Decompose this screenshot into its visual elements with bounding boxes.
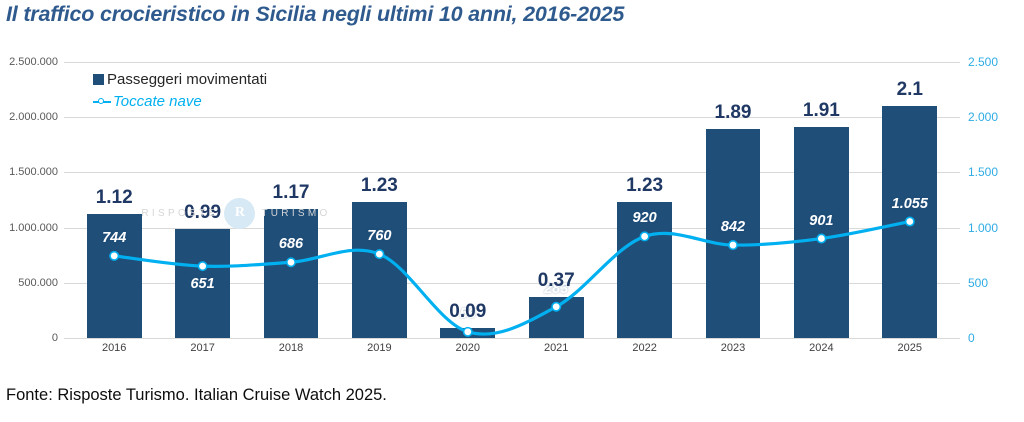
bar-label-2018: 1.17 — [272, 181, 310, 203]
line-marker-2016[interactable] — [109, 250, 120, 261]
x-axis-label-2025: 2025 — [897, 342, 923, 354]
x-axis-label-2023: 2023 — [720, 342, 746, 354]
x-axis-label-2018: 2018 — [278, 342, 304, 354]
bar-2017[interactable] — [175, 228, 230, 338]
bar-label-2021: 0.37 — [537, 270, 575, 292]
line-label-2019: 760 — [367, 228, 392, 245]
bar-label-2020: 0.09 — [449, 301, 487, 323]
x-axis-label-2021: 2021 — [543, 342, 569, 354]
line-path — [112, 219, 912, 336]
left-axis-label: 1.000.000 — [9, 221, 58, 234]
right-axis-label: 0 — [968, 331, 975, 345]
line-label-2020: 56 — [459, 305, 476, 322]
line-label-2023: 842 — [720, 219, 746, 236]
legend-item-toccate[interactable]: Toccate nave — [93, 90, 267, 112]
x-axis-label-2020: 2020 — [455, 342, 481, 354]
line-marker-2021[interactable] — [551, 301, 562, 312]
legend-bar-swatch-icon — [93, 73, 104, 85]
x-axis-label-2022: 2022 — [632, 342, 657, 354]
gridline — [70, 338, 954, 339]
left-axis-label: 2.500.000 — [9, 56, 58, 68]
bar-label-2024: 1.91 — [802, 100, 840, 122]
line-series — [109, 216, 915, 337]
left-axis-label: 500.000 — [18, 276, 58, 289]
bar-label-2025: 2.1 — [896, 79, 924, 101]
x-axis-label-2017: 2017 — [190, 342, 215, 354]
right-axis-label: 500 — [968, 275, 989, 290]
page-title: Il traffico crocieristico in Sicilia neg… — [6, 2, 625, 26]
gridline — [70, 62, 954, 63]
bar-2024[interactable] — [793, 127, 849, 338]
left-axis-tick — [64, 117, 70, 119]
line-marker-2023[interactable] — [727, 240, 738, 251]
right-axis-tick — [954, 227, 960, 229]
right-axis-label: 2.000 — [968, 110, 999, 125]
right-axis-tick — [954, 282, 960, 284]
legend-label-toccate: Toccate nave — [113, 92, 202, 110]
bar-2016[interactable] — [86, 214, 142, 338]
gridline — [70, 117, 954, 119]
legend-line-swatch-icon — [93, 96, 111, 107]
left-axis-label: 2.000.000 — [9, 111, 58, 124]
legend-label-passeggeri: Passeggeri movimentati — [107, 70, 268, 88]
gridline — [70, 282, 954, 284]
source-note: Fonte: Risposte Turismo. Italian Cruise … — [6, 386, 387, 404]
bar-2022[interactable] — [617, 202, 672, 338]
legend: Passeggeri movimentati Toccate nave — [93, 68, 267, 112]
x-axis-label-2016: 2016 — [101, 342, 127, 354]
right-axis-tick — [954, 172, 960, 174]
left-axis-label: 1.500.000 — [9, 166, 58, 179]
line-marker-2025[interactable] — [904, 216, 915, 227]
line-label-2018: 686 — [278, 236, 304, 253]
gridline — [70, 172, 954, 174]
line-label-2022: 920 — [632, 210, 657, 227]
x-axis: 2016 2017 2018 2019 2020 2021 2022 2023 2024 2025 — [70, 340, 954, 362]
x-axis-label-2019: 2019 — [367, 342, 392, 354]
line-label-2024: 901 — [809, 212, 834, 229]
left-axis-label: 0 — [51, 332, 58, 344]
right-axis-label: 1.500 — [968, 165, 999, 180]
bar-label-2019: 1.23 — [360, 175, 398, 197]
line-marker-2019[interactable] — [374, 249, 385, 260]
bar-label-2023: 1.89 — [714, 102, 752, 124]
bar-2023[interactable] — [705, 129, 761, 338]
line-label-2025: 1.055 — [891, 195, 928, 212]
legend-item-passeggeri[interactable]: Passeggeri movimentati — [93, 68, 267, 90]
line-markers — [109, 216, 915, 337]
bar-label-2016: 1.12 — [95, 187, 133, 209]
right-axis-label: 1.000 — [968, 220, 999, 235]
left-axis-tick — [64, 338, 70, 339]
left-axis-tick — [64, 282, 70, 284]
line-label-2021: 283 — [544, 280, 569, 297]
bar-label-2022: 1.23 — [626, 175, 664, 197]
plot-area: 0 500.000 1.000.000 1.500.000 2.000.000 2.500… — [9, 55, 998, 345]
left-axis-tick — [64, 227, 70, 229]
bar-2019[interactable] — [351, 202, 407, 338]
line-marker-2020[interactable] — [462, 326, 473, 337]
right-axis-label: 2.500 — [968, 55, 999, 69]
right-axis-tick — [954, 338, 960, 339]
left-axis-tick — [64, 172, 70, 174]
x-axis-label-2024: 2024 — [809, 342, 834, 354]
right-axis-tick — [954, 117, 960, 119]
line-label-2016: 744 — [102, 229, 127, 246]
line-marker-2022[interactable] — [639, 231, 650, 242]
line-marker-2024[interactable] — [816, 233, 827, 244]
bar-label-2017: 0.99 — [184, 201, 222, 223]
line-marker-2018[interactable] — [286, 257, 297, 268]
right-axis-tick — [954, 62, 960, 63]
line-marker-2017[interactable] — [197, 261, 208, 272]
line-label-2017: 651 — [190, 276, 215, 293]
left-axis-tick — [64, 62, 70, 63]
gridline — [70, 227, 954, 229]
bar-2018[interactable] — [263, 208, 319, 338]
